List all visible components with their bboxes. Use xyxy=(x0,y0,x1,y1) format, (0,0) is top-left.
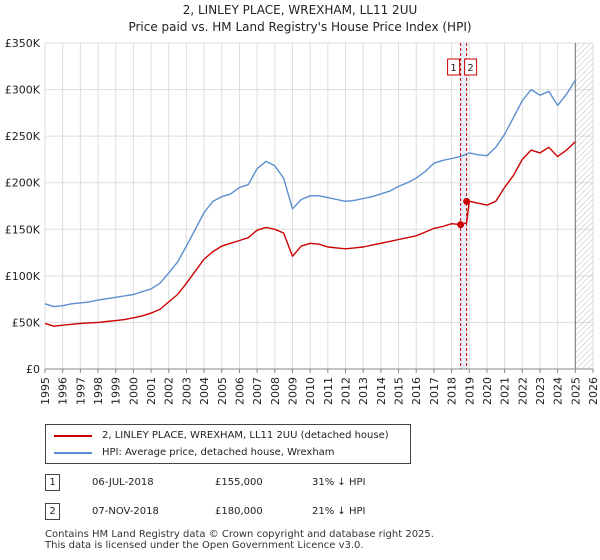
legend-swatch-blue xyxy=(54,452,92,454)
sale-marker-label: 1 xyxy=(450,63,456,74)
legend: 2, LINLEY PLACE, WREXHAM, LL11 2UU (deta… xyxy=(45,424,411,464)
y-tick-label: £250K xyxy=(5,130,41,143)
axes: £0 £50K £100K £150K £200K £250K £300K £350K 1995… xyxy=(5,37,600,405)
x-tick-label: 1996 xyxy=(57,377,70,405)
transaction-number: 1 xyxy=(45,474,60,491)
x-tick-label: 2013 xyxy=(357,377,370,405)
transaction-row: 1 06-JUL-2018 £155,000 31% ↓ HPI xyxy=(45,473,565,493)
x-tick-label: 2025 xyxy=(569,377,582,405)
footer-line-1: Contains HM Land Registry data © Crown c… xyxy=(45,529,434,540)
y-tick-label: £100K xyxy=(5,270,41,283)
plot-area xyxy=(45,43,593,369)
x-tick-label: 2003 xyxy=(180,377,193,405)
x-tick-label: 1995 xyxy=(39,377,52,405)
hpi-line xyxy=(44,79,576,308)
series-lines xyxy=(44,79,576,327)
forecast-hatch xyxy=(574,43,593,369)
x-tick-label: 2000 xyxy=(127,377,140,405)
x-tick-label: 2018 xyxy=(446,377,459,405)
sale-point xyxy=(463,197,471,205)
x-tick-label: 1997 xyxy=(74,377,87,405)
transaction-date: 07-NOV-2018 xyxy=(92,506,159,517)
y-tick-label: £350K xyxy=(5,37,41,50)
x-tick-label: 2008 xyxy=(269,377,282,405)
sale-band-fill xyxy=(460,43,467,369)
legend-label-hpi: HPI: Average price, detached house, Wrex… xyxy=(102,447,335,458)
x-tick-label: 1998 xyxy=(92,377,105,405)
x-tick-label: 1999 xyxy=(110,377,123,405)
x-tick-label: 2026 xyxy=(587,377,600,405)
sale-bands xyxy=(460,43,468,369)
grid xyxy=(44,42,594,370)
x-tick-label: 2017 xyxy=(428,377,441,405)
sale-marker-label: 2 xyxy=(467,63,473,74)
x-tick-label: 2011 xyxy=(322,377,335,405)
x-tick-label: 2012 xyxy=(340,377,353,405)
x-tick-label: 2007 xyxy=(251,377,264,405)
transaction-row: 2 07-NOV-2018 £180,000 21% ↓ HPI xyxy=(45,502,565,522)
x-tick-label: 2005 xyxy=(216,377,229,405)
sale-marker-box xyxy=(447,58,461,76)
forecast-hatch-rect xyxy=(575,43,593,369)
x-tick-label: 2020 xyxy=(481,377,494,405)
transaction-hpi-diff: 21% ↓ HPI xyxy=(312,506,366,517)
y-tick-label: £300K xyxy=(5,84,41,97)
x-tick-label: 2016 xyxy=(410,377,423,405)
x-tick-label: 2009 xyxy=(286,377,299,405)
title-line-1: 2, LINLEY PLACE, WREXHAM, LL11 2UU xyxy=(182,3,418,17)
x-tick-label: 2023 xyxy=(534,377,547,405)
x-tick-label: 2006 xyxy=(233,377,246,405)
footer-line-2: This data is licensed under the Open Gov… xyxy=(45,540,364,551)
transaction-price: £155,000 xyxy=(215,477,263,488)
x-tick-label: 2002 xyxy=(163,377,176,405)
property-price-line xyxy=(44,141,576,327)
legend-label-property: 2, LINLEY PLACE, WREXHAM, LL11 2UU (deta… xyxy=(102,430,389,441)
sale-marker-box xyxy=(464,58,478,76)
x-tick-label: 2022 xyxy=(516,377,529,405)
x-tick-label: 2014 xyxy=(375,377,388,405)
chart-title: 2, LINLEY PLACE, WREXHAM, LL11 2UU Price… xyxy=(0,2,600,36)
x-tick-label: 2010 xyxy=(304,377,317,405)
x-tick-label: 2015 xyxy=(393,377,406,405)
x-tick-label: 2024 xyxy=(552,377,565,405)
footer: Contains HM Land Registry data © Crown c… xyxy=(45,529,590,551)
y-tick-label: £150K xyxy=(5,223,41,236)
y-tick-label: £0 xyxy=(26,363,40,376)
transaction-number: 2 xyxy=(45,503,60,520)
x-tick-label: 2001 xyxy=(145,377,158,405)
sale-point xyxy=(457,221,465,229)
title-line-2: Price paid vs. HM Land Registry's House … xyxy=(128,20,472,34)
sale-points xyxy=(457,197,471,229)
x-tick-label: 2019 xyxy=(463,377,476,405)
y-tick-label: £50K xyxy=(12,316,41,329)
price-chart: £0 £50K £100K £150K £200K £250K £300K £350K 1995… xyxy=(5,37,600,405)
y-tick-label: £200K xyxy=(5,177,41,190)
x-tick-label: 2021 xyxy=(499,377,512,405)
x-tick-label: 2004 xyxy=(198,377,211,405)
transaction-date: 06-JUL-2018 xyxy=(92,477,154,488)
transaction-price: £180,000 xyxy=(215,506,263,517)
legend-swatch-red xyxy=(54,435,92,437)
transaction-hpi-diff: 31% ↓ HPI xyxy=(312,477,366,488)
